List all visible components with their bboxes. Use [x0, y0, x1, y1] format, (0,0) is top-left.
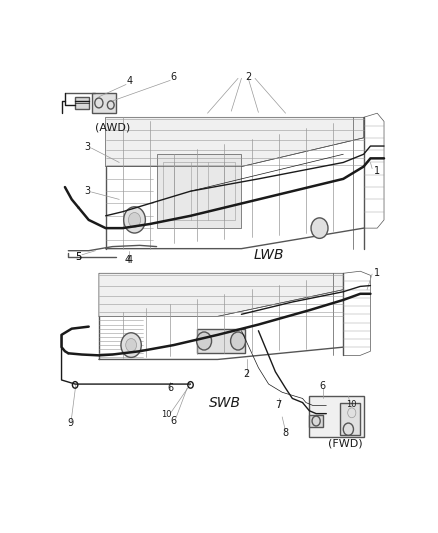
Text: 1: 1	[374, 268, 380, 278]
Circle shape	[124, 207, 145, 233]
Circle shape	[197, 332, 212, 350]
Text: 4: 4	[125, 255, 131, 265]
Text: (FWD): (FWD)	[328, 439, 362, 449]
Circle shape	[126, 338, 137, 352]
Text: 4: 4	[127, 255, 132, 265]
Text: (AWD): (AWD)	[95, 123, 130, 133]
Bar	[156, 154, 241, 228]
Text: 6: 6	[170, 72, 177, 82]
Circle shape	[311, 218, 328, 238]
Text: 2: 2	[245, 72, 251, 82]
Circle shape	[121, 333, 141, 358]
Text: 5: 5	[75, 252, 81, 262]
Text: 4: 4	[127, 76, 132, 86]
Bar	[92, 93, 116, 113]
Text: 1: 1	[374, 166, 380, 176]
Circle shape	[128, 213, 141, 227]
Text: 6: 6	[320, 381, 326, 391]
Bar	[163, 163, 235, 220]
Text: 6: 6	[170, 416, 177, 426]
Text: 7: 7	[276, 400, 282, 409]
Bar	[340, 402, 360, 435]
Text: 10: 10	[162, 410, 172, 419]
Text: 3: 3	[84, 186, 90, 196]
Text: 2: 2	[244, 369, 250, 379]
Text: 6: 6	[167, 383, 173, 393]
Bar	[75, 97, 88, 109]
Text: 9: 9	[67, 418, 74, 428]
Circle shape	[230, 332, 246, 350]
Bar	[197, 329, 245, 353]
Text: LWB: LWB	[253, 248, 284, 262]
Text: 5: 5	[75, 252, 81, 262]
Bar	[309, 415, 323, 427]
Bar	[309, 397, 364, 438]
Polygon shape	[106, 117, 364, 166]
Polygon shape	[99, 273, 343, 317]
Text: SWB: SWB	[208, 395, 240, 409]
Text: 8: 8	[283, 429, 289, 438]
Text: 10: 10	[346, 400, 357, 409]
Text: 3: 3	[84, 142, 90, 152]
